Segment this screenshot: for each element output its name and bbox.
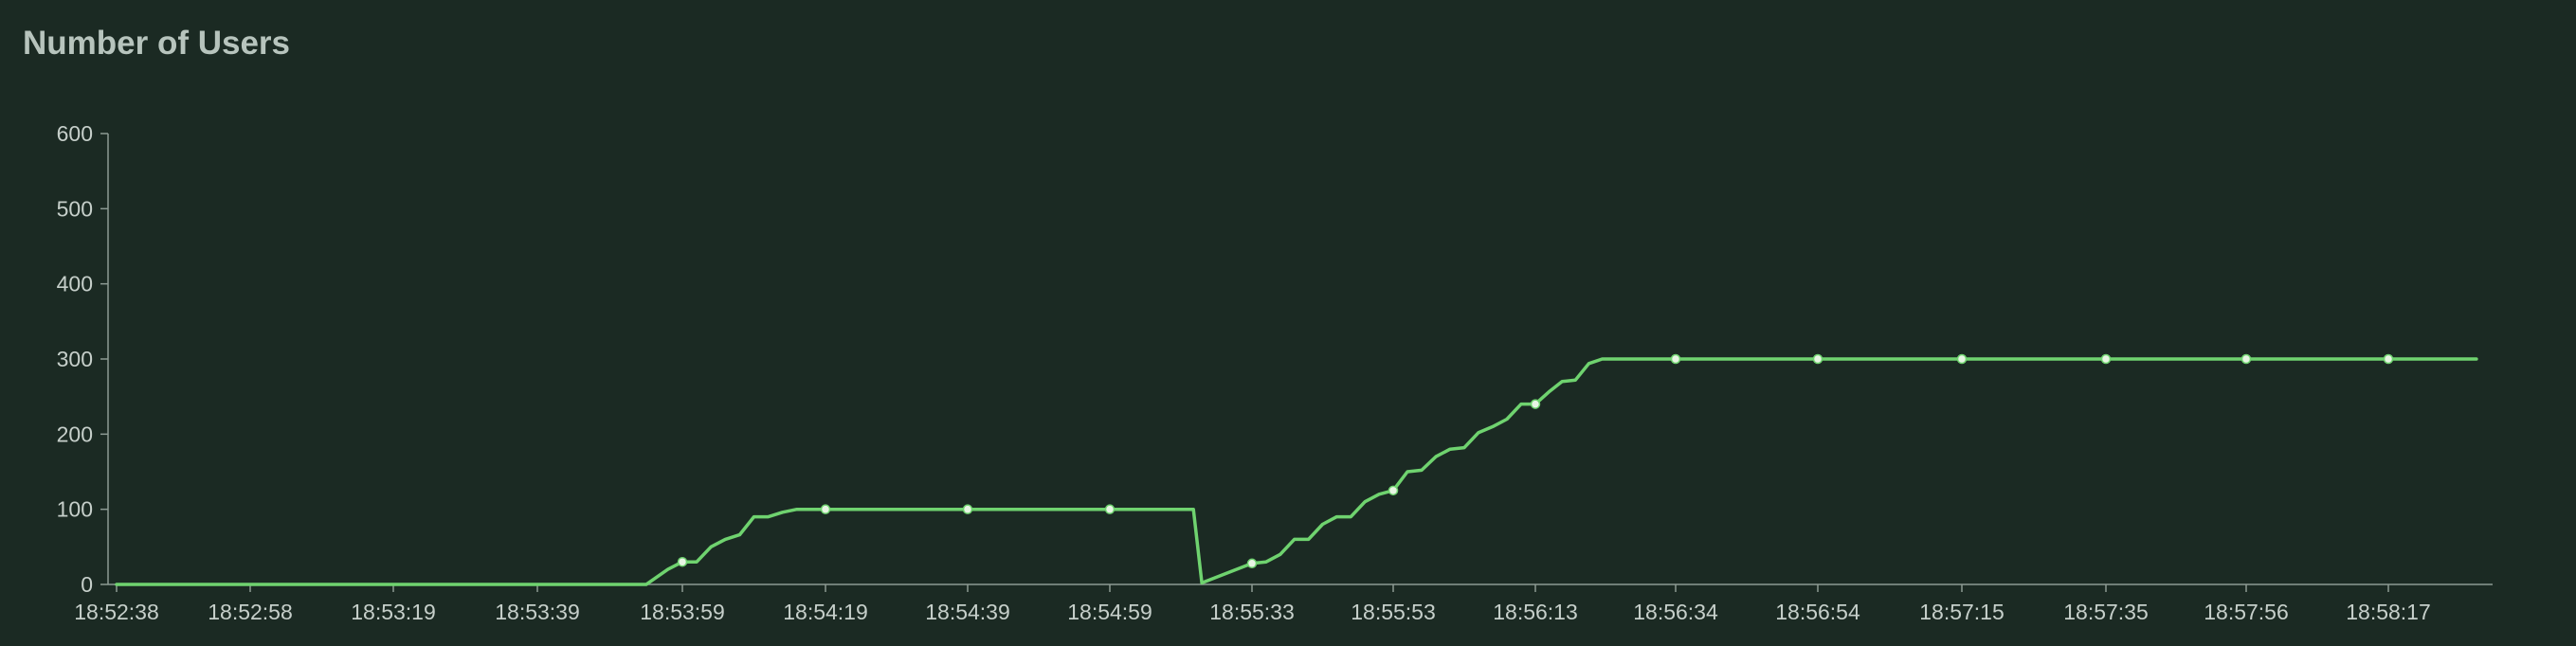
x-tick-label: 18:55:53 bbox=[1351, 600, 1436, 624]
data-point bbox=[2240, 353, 2252, 365]
y-tick-label: 400 bbox=[57, 272, 93, 296]
data-point bbox=[1956, 353, 1968, 365]
x-tick-label: 18:56:34 bbox=[1633, 600, 1718, 624]
data-point bbox=[962, 504, 973, 514]
x-tick-label: 18:52:38 bbox=[74, 600, 159, 624]
x-tick-label: 18:54:39 bbox=[925, 600, 1010, 624]
chart-title: Number of Users bbox=[23, 25, 291, 62]
series-line bbox=[115, 357, 2478, 586]
x-tick-label: 18:52:58 bbox=[208, 600, 293, 624]
data-point bbox=[2100, 353, 2112, 365]
data-point bbox=[2383, 353, 2394, 365]
data-point bbox=[1530, 399, 1541, 409]
x-tick-label: 18:54:19 bbox=[783, 600, 868, 624]
y-tick-label: 300 bbox=[57, 347, 93, 371]
data-point bbox=[1670, 353, 1681, 365]
x-tick-label: 18:53:39 bbox=[495, 600, 580, 624]
data-point bbox=[1104, 504, 1116, 514]
data-point bbox=[1246, 558, 1258, 569]
y-tick-label: 100 bbox=[57, 497, 93, 522]
x-tick-label: 18:57:15 bbox=[1919, 600, 2005, 624]
x-tick-label: 18:53:19 bbox=[351, 600, 436, 624]
data-point bbox=[677, 556, 688, 567]
x-tick-label: 18:58:17 bbox=[2346, 600, 2431, 624]
y-tick-label: 500 bbox=[57, 196, 93, 221]
x-tick-label: 18:57:35 bbox=[2063, 600, 2149, 624]
x-tick-label: 18:57:56 bbox=[2204, 600, 2289, 624]
y-tick-label: 600 bbox=[57, 121, 93, 146]
x-tick-label: 18:54:59 bbox=[1067, 600, 1152, 624]
data-point bbox=[820, 504, 831, 514]
x-tick-label: 18:56:13 bbox=[1493, 600, 1578, 624]
data-point bbox=[1388, 485, 1399, 496]
y-tick-label: 200 bbox=[57, 422, 93, 446]
x-tick-label: 18:56:54 bbox=[1775, 600, 1860, 624]
x-tick-label: 18:53:59 bbox=[640, 600, 725, 624]
x-tick-label: 18:55:33 bbox=[1209, 600, 1295, 624]
data-point bbox=[1812, 353, 1823, 365]
y-tick-label: 0 bbox=[81, 572, 93, 597]
